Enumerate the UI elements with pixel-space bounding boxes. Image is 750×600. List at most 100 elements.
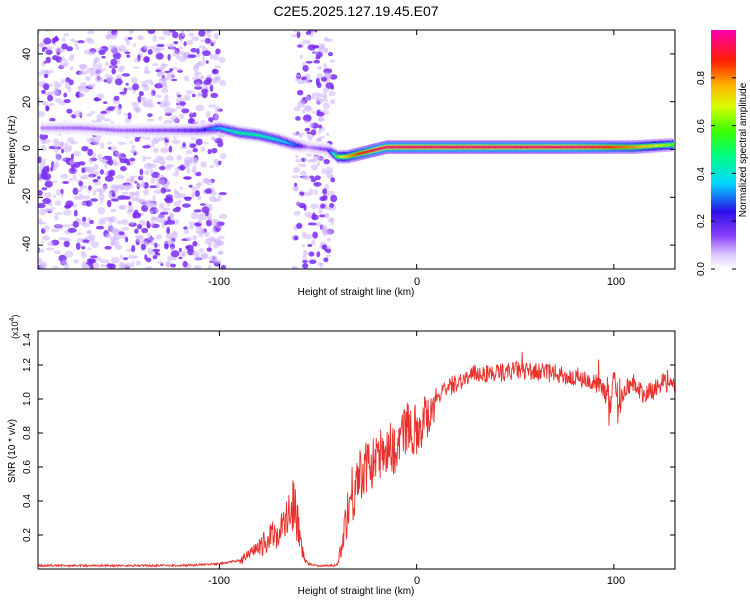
noise-speckle [328,90,336,97]
noise-speckle [103,68,107,71]
noise-speckle [88,158,94,164]
noise-speckle [127,37,133,40]
noise-speckle [310,164,319,171]
noise-speckle [169,213,174,220]
noise-speckle [45,69,54,74]
noise-speckle [210,136,216,140]
noise-speckle [219,213,228,220]
noise-speckle [215,75,222,81]
noise-speckle [47,94,54,102]
noise-speckle [41,144,47,152]
noise-speckle [105,61,110,66]
noise-speckle [183,41,187,47]
noise-speckle [43,37,52,45]
noise-speckle [325,47,329,54]
colorbar-tick-label: 0.6 [696,119,707,133]
noise-speckle [318,124,323,129]
noise-speckle [182,260,188,268]
noise-speckle [302,64,309,72]
noise-speckle [179,36,183,43]
noise-speckle [97,219,106,225]
noise-speckle [166,226,171,235]
noise-speckle [179,186,184,190]
noise-speckle [151,142,155,147]
noise-speckle [198,219,203,224]
noise-speckle [157,218,167,224]
noise-speckle [330,177,336,183]
noise-speckle [200,146,206,152]
noise-speckle [195,172,202,177]
noise-speckle [129,157,136,162]
noise-speckle [181,33,187,37]
noise-speckle [186,39,194,46]
snr-x-tick-label: -100 [208,575,230,587]
noise-speckle [130,176,135,183]
noise-speckle [61,56,65,60]
noise-speckle [56,189,61,196]
noise-speckle [141,100,147,107]
noise-speckle [172,66,177,70]
snr-y-tick-label: 0.2 [22,528,33,542]
noise-speckle [107,141,113,145]
noise-speckle [74,39,78,47]
snr-trace [38,351,675,568]
noise-speckle [150,163,157,168]
noise-speckle [100,110,108,114]
noise-speckle [88,185,92,191]
noise-speckle [136,183,146,188]
noise-speckle [129,140,133,144]
noise-speckle [90,174,94,178]
noise-speckle [123,49,129,53]
noise-speckle [166,71,176,79]
noise-speckle [109,236,118,242]
noise-speckle [178,51,186,56]
noise-speckle [322,102,330,110]
noise-speckle [68,178,73,182]
noise-speckle [330,194,338,203]
snr-x-ticks [218,331,615,569]
noise-speckle [125,82,129,86]
noise-speckle [170,263,177,268]
noise-speckle [82,195,91,200]
noise-speckle [174,167,180,174]
noise-speckle [159,100,168,108]
noise-speckle [125,236,129,243]
noise-speckle [208,204,213,212]
noise-speckle [161,223,165,229]
noise-speckle [194,190,200,197]
noise-speckle [63,33,70,37]
noise-speckle [307,244,313,247]
noise-speckle [147,49,153,55]
noise-speckle [61,259,69,266]
noise-speckle [192,241,198,247]
noise-speckle [38,190,43,196]
noise-speckle [155,155,164,160]
noise-speckle [163,240,173,245]
noise-speckle [213,32,219,40]
noise-speckle [317,262,323,266]
noise-speckle [101,55,106,59]
noise-speckle [145,257,152,263]
noise-speckle [295,158,303,163]
noise-speckle [198,45,206,49]
noise-speckle [55,154,61,162]
noise-speckle [206,179,213,186]
noise-speckle [92,190,97,196]
noise-speckle [175,51,181,60]
noise-speckle [137,35,145,41]
noise-speckle [72,187,79,195]
noise-speckle [41,235,51,241]
noise-speckle [169,68,174,72]
noise-speckle [38,156,42,164]
noise-speckle [183,94,191,100]
snr-x-tick-label: 0 [414,575,420,587]
noise-speckle [179,101,186,106]
noise-speckle [304,127,311,132]
noise-speckle [51,206,55,210]
noise-speckle [126,161,131,166]
noise-speckle [89,67,95,71]
noise-speckle [316,161,320,167]
noise-speckle [38,111,45,118]
noise-speckle [79,64,87,70]
noise-speckle [101,157,107,165]
